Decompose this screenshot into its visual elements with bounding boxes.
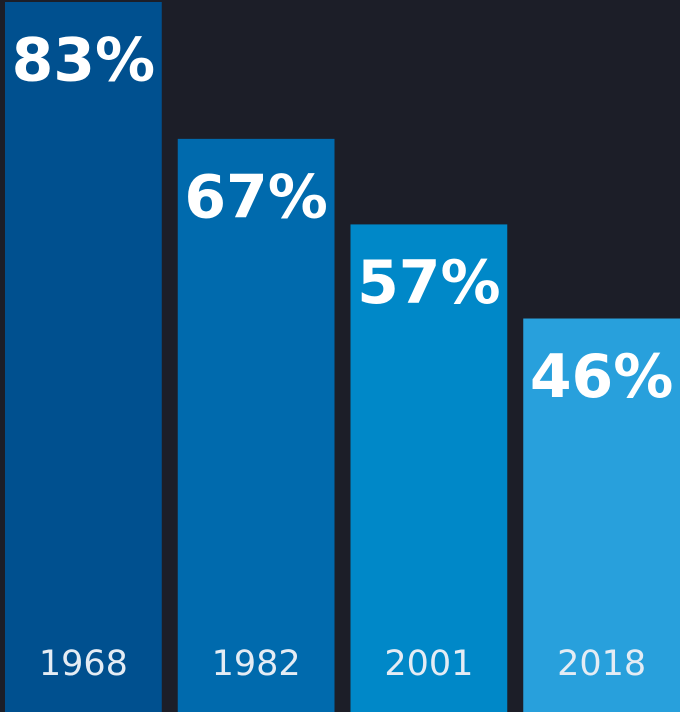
x-tick-label: 1968 xyxy=(39,644,128,684)
x-tick-label: 2001 xyxy=(384,644,473,684)
bar xyxy=(5,2,162,712)
value-label: 46% xyxy=(530,342,674,412)
value-label: 83% xyxy=(12,26,156,96)
bar xyxy=(523,318,680,712)
bar xyxy=(177,138,335,712)
value-label: 67% xyxy=(184,162,328,232)
value-label: 57% xyxy=(357,248,501,318)
x-tick-label: 1982 xyxy=(212,644,301,684)
x-tick-label: 2018 xyxy=(557,644,646,684)
bar xyxy=(350,224,508,712)
